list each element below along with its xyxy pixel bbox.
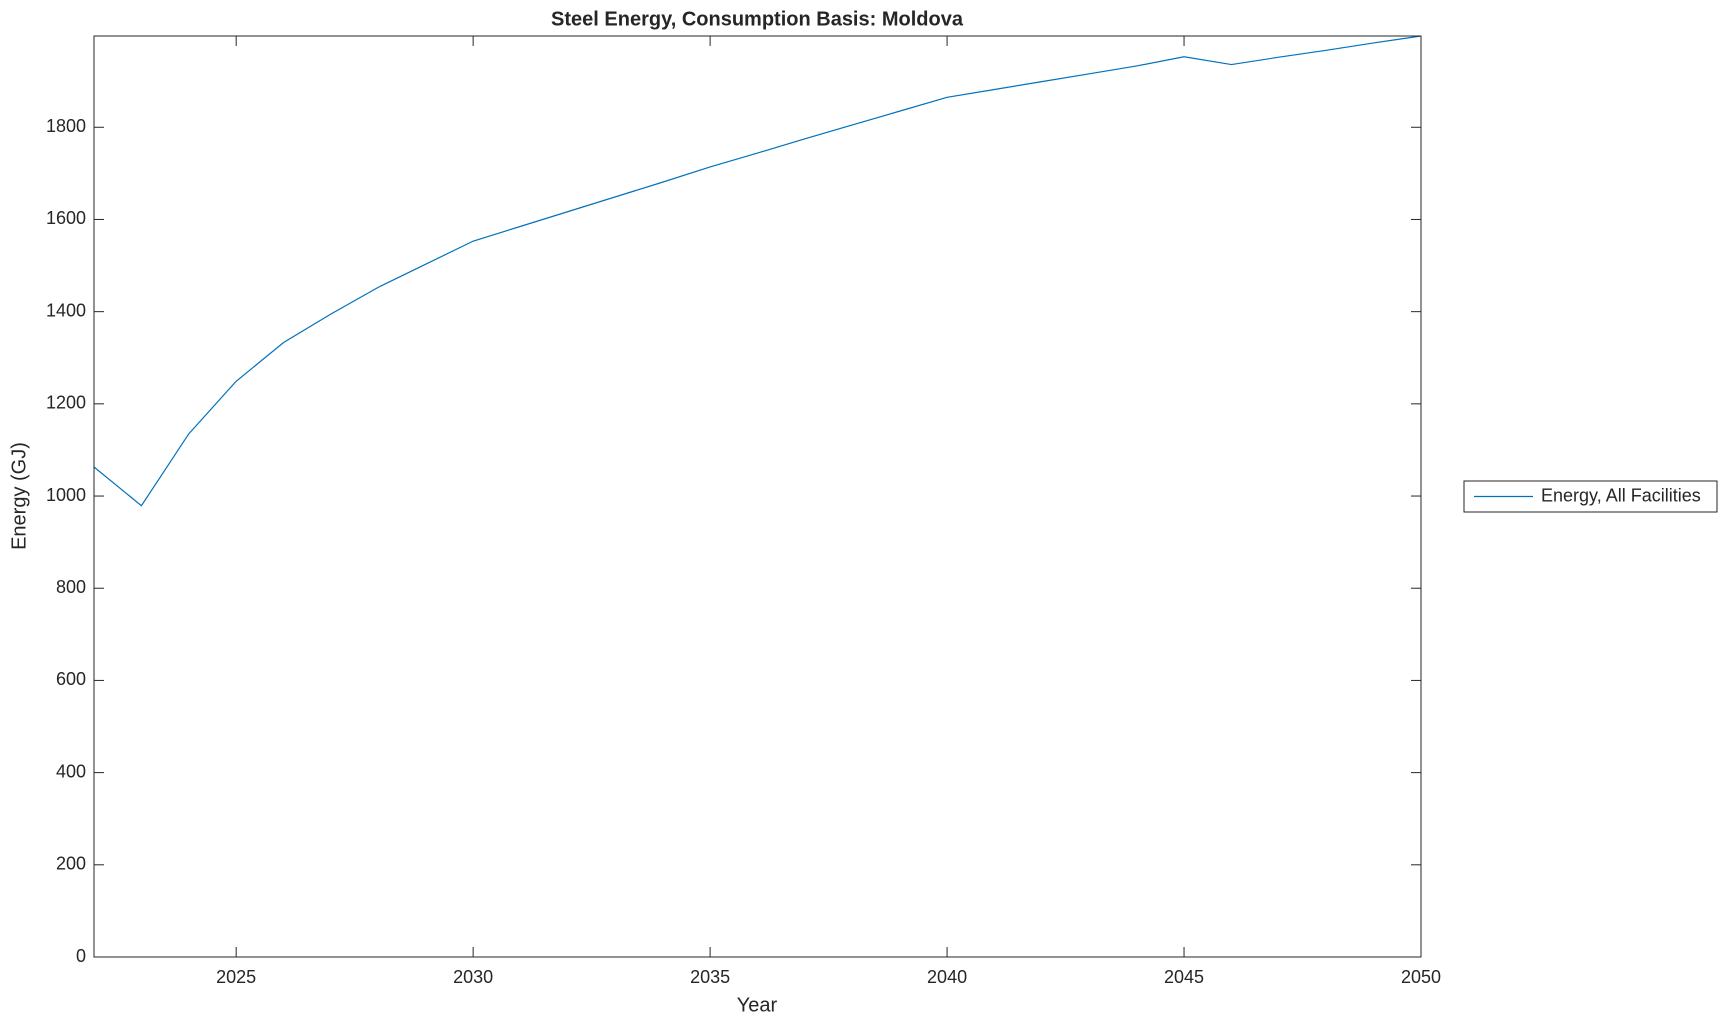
y-axis-label: Energy (GJ): [8, 442, 30, 550]
chart-title: Steel Energy, Consumption Basis: Moldova: [551, 8, 964, 30]
y-tick-label: 0: [76, 946, 86, 966]
y-tick-label: 1400: [46, 300, 86, 320]
x-tick-label: 2030: [453, 967, 493, 987]
legend-label: Energy, All Facilities: [1541, 485, 1701, 505]
y-tick-label: 1600: [46, 208, 86, 228]
y-tick-label: 1000: [46, 485, 86, 505]
y-tick-label: 800: [56, 577, 86, 597]
x-tick-label: 2050: [1401, 967, 1441, 987]
x-tick-label: 2040: [927, 967, 967, 987]
y-tick-label: 400: [56, 761, 86, 781]
y-tick-label: 1200: [46, 393, 86, 413]
x-axis-label: Year: [737, 994, 778, 1016]
y-tick-label: 600: [56, 669, 86, 689]
x-tick-label: 2045: [1164, 967, 1204, 987]
x-tick-label: 2035: [690, 967, 730, 987]
y-tick-label: 1800: [46, 116, 86, 136]
plot-frame: [93, 35, 1422, 958]
x-tick-label: 2025: [216, 967, 256, 987]
data-line: [93, 35, 1422, 507]
y-tick-label: 200: [56, 854, 86, 874]
